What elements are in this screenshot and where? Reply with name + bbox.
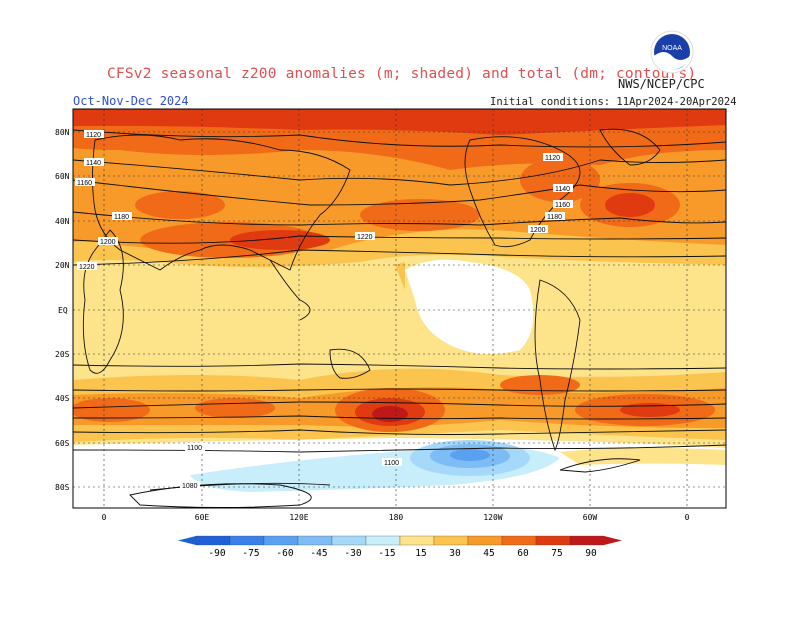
- lon-label: 180: [389, 513, 404, 522]
- lat-label: 80N: [55, 128, 70, 137]
- lat-label: 40S: [55, 394, 70, 403]
- map-title: CFSv2 seasonal z200 anomalies (m; shaded…: [107, 66, 697, 82]
- lat-label: 20N: [55, 261, 70, 270]
- colorbar-swatch: [535, 535, 571, 546]
- lat-label: 60S: [55, 439, 70, 448]
- colorbar-tick-label: 30: [449, 548, 461, 559]
- noaa-logo-icon: NOAA: [650, 30, 694, 74]
- colorbar-swatch: [365, 535, 401, 546]
- colorbar-tick-label: -30: [344, 548, 361, 559]
- colorbar-tick-label: -15: [378, 548, 395, 559]
- contour-label: 1140: [86, 160, 101, 167]
- lon-label: 60E: [195, 513, 210, 522]
- season-label: Oct-Nov-Dec 2024: [73, 94, 189, 108]
- lon-label: 60W: [583, 513, 598, 522]
- colorbar-swatch: [399, 535, 435, 546]
- initial-conditions-label: Initial conditions: 11Apr2024-20Apr2024: [490, 96, 737, 108]
- colorbar-tick-label: -45: [310, 548, 327, 559]
- contour-label: 1120: [545, 155, 560, 162]
- colorbar-arrow-left: [178, 536, 196, 545]
- colorbar-tick-label: 15: [415, 548, 426, 559]
- contour-label: 1200: [100, 239, 116, 246]
- colorbar-swatch: [331, 535, 367, 546]
- colorbar-swatch: [229, 535, 265, 546]
- lon-label: 120E: [289, 513, 308, 522]
- contour-label: 1080: [182, 483, 198, 490]
- contour-label: 1180: [547, 214, 562, 221]
- colorbar-tick-label: 75: [551, 548, 562, 559]
- colorbar: -90 -75 -60 -45 -30 -15 15 30 45 60 75 90: [178, 535, 622, 559]
- colorbar-swatch: [501, 535, 537, 546]
- colorbar-tick-label: -75: [242, 548, 259, 559]
- colorbar-swatch: [195, 535, 231, 546]
- contour-label: 1160: [77, 180, 92, 187]
- colorbar-swatch: [263, 535, 299, 546]
- contour-label: 1220: [357, 234, 373, 241]
- contour-label: 1200: [530, 227, 546, 234]
- agency-label: NWS/NCEP/CPC: [618, 77, 705, 91]
- colorbar-tick-label: 60: [517, 548, 529, 559]
- lat-label: 40N: [55, 217, 70, 226]
- contour-label: 1180: [114, 214, 129, 221]
- colorbar-tick-label: 45: [483, 548, 494, 559]
- colorbar-arrow-right: [604, 536, 622, 545]
- lat-label: 80S: [55, 483, 70, 492]
- lon-label: 0: [685, 513, 690, 522]
- colorbar-tick-label: -90: [208, 548, 225, 559]
- colorbar-swatch: [297, 535, 333, 546]
- lon-label: 120W: [483, 513, 502, 522]
- contour-label: 1100: [187, 445, 202, 452]
- lat-label: EQ: [58, 306, 68, 315]
- colorbar-swatch: [467, 535, 503, 546]
- colorbar-tick-label: 90: [585, 548, 597, 559]
- colorbar-swatch: [433, 535, 469, 546]
- contour-label: 1100: [384, 460, 399, 467]
- lon-label: 0: [102, 513, 107, 522]
- lat-label: 20S: [55, 350, 70, 359]
- logo-text: NOAA: [662, 45, 682, 52]
- colorbar-swatch: [569, 535, 605, 546]
- contour-label: 1220: [79, 264, 95, 271]
- contour-label: 1140: [555, 186, 570, 193]
- colorbar-tick-label: -60: [276, 548, 293, 559]
- lat-label: 60N: [55, 172, 70, 181]
- contour-label: 1120: [86, 132, 101, 139]
- contour-label: 1160: [555, 202, 570, 209]
